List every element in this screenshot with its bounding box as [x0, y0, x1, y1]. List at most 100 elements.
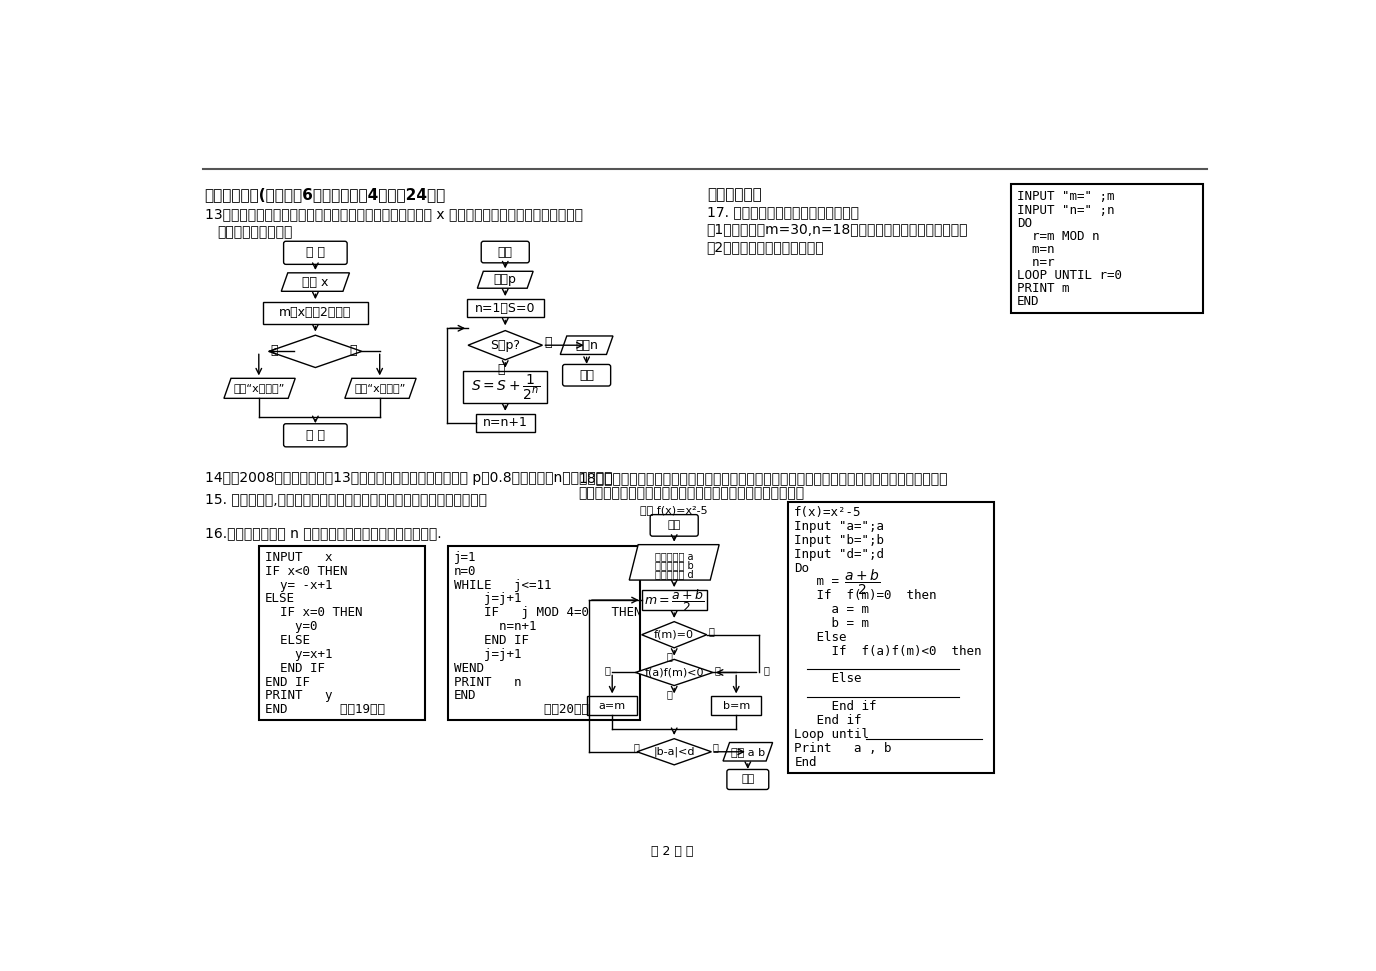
Text: 开始: 开始: [498, 246, 513, 258]
FancyBboxPatch shape: [466, 299, 544, 318]
Text: ELSE: ELSE: [266, 634, 310, 647]
Text: f(x)=x²-5: f(x)=x²-5: [794, 506, 861, 519]
Text: Input "a=";a: Input "a=";a: [794, 520, 885, 533]
FancyBboxPatch shape: [283, 241, 347, 264]
Text: IF x=0 THEN: IF x=0 THEN: [266, 606, 362, 619]
Text: END IF: END IF: [266, 676, 310, 688]
Text: a = m: a = m: [794, 603, 870, 617]
Text: PRINT   y: PRINT y: [266, 689, 333, 702]
Text: m＝x除以2的余数: m＝x除以2的余数: [279, 307, 351, 319]
Text: END: END: [454, 689, 476, 702]
Text: 输入右端点 b: 输入右端点 b: [655, 560, 694, 570]
Text: m=n: m=n: [1017, 243, 1054, 255]
Text: LOOP UNTIL r=0: LOOP UNTIL r=0: [1017, 269, 1121, 282]
Polygon shape: [281, 273, 350, 291]
Text: （1）若输入：m=30,n=18，则输出的结果为：＿＿＿＿＿: （1）若输入：m=30,n=18，则输出的结果为：＿＿＿＿＿: [707, 222, 969, 236]
Text: n=n+1: n=n+1: [483, 417, 527, 429]
Text: n=n+1: n=n+1: [454, 620, 537, 633]
FancyBboxPatch shape: [788, 501, 993, 773]
Polygon shape: [637, 739, 711, 765]
Text: S＜p?: S＜p?: [490, 339, 520, 352]
Text: END       （第19题）: END （第19题）: [266, 703, 385, 717]
Polygon shape: [636, 659, 713, 686]
Text: $m=\dfrac{a+b}{2}$: $m=\dfrac{a+b}{2}$: [644, 586, 705, 614]
Text: DO: DO: [1017, 217, 1032, 229]
Text: Else: Else: [794, 673, 861, 686]
Polygon shape: [560, 336, 612, 354]
FancyBboxPatch shape: [259, 546, 425, 720]
Text: If  f(m)=0  then: If f(m)=0 then: [794, 589, 937, 602]
Text: End: End: [794, 755, 817, 769]
Text: 否: 否: [544, 336, 552, 349]
Text: END IF: END IF: [454, 634, 530, 647]
Polygon shape: [345, 379, 416, 398]
Text: （第20题）: （第20题）: [454, 703, 589, 717]
Text: WHILE   j<=11: WHILE j<=11: [454, 579, 552, 591]
Text: INPUT   x: INPUT x: [266, 551, 333, 564]
Text: 的语句或条件，以保证该程序能顺利运行并达到预期的目的。: 的语句或条件，以保证该程序能顺利运行并达到预期的目的。: [578, 486, 804, 500]
FancyBboxPatch shape: [727, 769, 769, 789]
Text: y=0: y=0: [266, 620, 318, 633]
Text: END: END: [1017, 295, 1039, 308]
Text: j=1: j=1: [454, 551, 476, 564]
FancyBboxPatch shape: [563, 364, 611, 386]
Text: 是: 是: [713, 743, 718, 753]
Polygon shape: [268, 335, 362, 368]
Text: IF x<0 THEN: IF x<0 THEN: [266, 565, 348, 578]
Text: 否: 否: [634, 743, 640, 753]
Text: Print   a , b: Print a , b: [794, 742, 892, 754]
Text: Do: Do: [794, 561, 809, 575]
FancyBboxPatch shape: [711, 696, 761, 715]
Text: Loop until: Loop until: [794, 728, 870, 741]
Text: 否: 否: [714, 665, 721, 675]
Text: （2）画出该程序的程序框图。: （2）画出该程序的程序框图。: [707, 240, 824, 253]
Text: f(m)=0: f(m)=0: [654, 630, 695, 640]
Text: 输入精确度 d: 输入精确度 d: [655, 569, 694, 580]
Text: END IF: END IF: [266, 661, 325, 675]
Text: 13．（如下方左图所示）程序框图能判断任意输入的正整数 x 是奇数或是偶数。其中判断框内的条: 13．（如下方左图所示）程序框图能判断任意输入的正整数 x 是奇数或是偶数。其中…: [205, 208, 582, 221]
Text: 开始: 开始: [667, 520, 681, 530]
Text: INPUT "m=" ;m: INPUT "m=" ;m: [1017, 190, 1115, 204]
Text: 三、解答题：: 三、解答题：: [707, 187, 761, 202]
Text: a=m: a=m: [599, 700, 626, 711]
Text: Else: Else: [794, 631, 846, 644]
Text: 输出“x是奇数”: 输出“x是奇数”: [355, 384, 406, 393]
Text: 17. 执行右图中程序，回答下面问题。: 17. 执行右图中程序，回答下面问题。: [707, 205, 859, 219]
Text: 输入 x: 输入 x: [303, 276, 329, 288]
FancyBboxPatch shape: [482, 241, 530, 263]
Text: IF   j MOD 4=0   THEN: IF j MOD 4=0 THEN: [454, 606, 641, 619]
Text: 第 2 页 共: 第 2 页 共: [651, 845, 694, 858]
FancyBboxPatch shape: [464, 371, 548, 403]
Text: $\dfrac{a+b}{2}$: $\dfrac{a+b}{2}$: [843, 568, 881, 597]
Text: 结束: 结束: [579, 369, 594, 382]
Text: Input "b=";b: Input "b=";b: [794, 534, 885, 547]
Text: 结 束: 结 束: [305, 429, 325, 442]
Text: 输出n: 输出n: [575, 339, 599, 352]
Text: r=m MOD n: r=m MOD n: [1017, 230, 1099, 243]
FancyBboxPatch shape: [476, 414, 535, 432]
Text: 是: 是: [604, 665, 611, 675]
FancyBboxPatch shape: [588, 696, 637, 715]
Polygon shape: [641, 621, 707, 648]
Text: End if: End if: [794, 714, 861, 727]
FancyBboxPatch shape: [641, 590, 707, 610]
Text: 输出 a b: 输出 a b: [731, 747, 765, 756]
FancyBboxPatch shape: [651, 515, 698, 536]
Text: 是: 是: [666, 652, 673, 661]
Text: 是: 是: [498, 363, 505, 376]
Text: |b-a|<d: |b-a|<d: [654, 747, 695, 757]
Text: 16.右边程序输出的 n 的值是＿＿＿＿＿＿＿＿＿＿＿＿＿.: 16.右边程序输出的 n 的值是＿＿＿＿＿＿＿＿＿＿＿＿＿.: [205, 526, 442, 540]
Text: 开 始: 开 始: [305, 247, 325, 259]
Text: y=x+1: y=x+1: [266, 648, 333, 661]
Text: 结束: 结束: [742, 775, 754, 785]
Text: WEND: WEND: [454, 661, 484, 675]
Text: n=r: n=r: [1017, 256, 1054, 269]
Text: 是: 是: [271, 344, 278, 356]
Polygon shape: [468, 330, 542, 360]
Text: 15. 读下面程序,该程序所表示的函数是＿＿＿＿＿＿＿＿＿＿＿＿＿＿＿: 15. 读下面程序,该程序所表示的函数是＿＿＿＿＿＿＿＿＿＿＿＿＿＿＿: [205, 492, 487, 506]
Text: f(a)f(m)<0: f(a)f(m)<0: [644, 667, 705, 678]
Text: 输入p: 输入p: [494, 273, 516, 286]
Text: PRINT   n: PRINT n: [454, 676, 522, 688]
Text: 二、填空题：(本大题共6小题，每小题4分，共24分）: 二、填空题：(本大题共6小题，每小题4分，共24分）: [205, 187, 446, 202]
Text: Input "d=";d: Input "d=";d: [794, 548, 885, 560]
